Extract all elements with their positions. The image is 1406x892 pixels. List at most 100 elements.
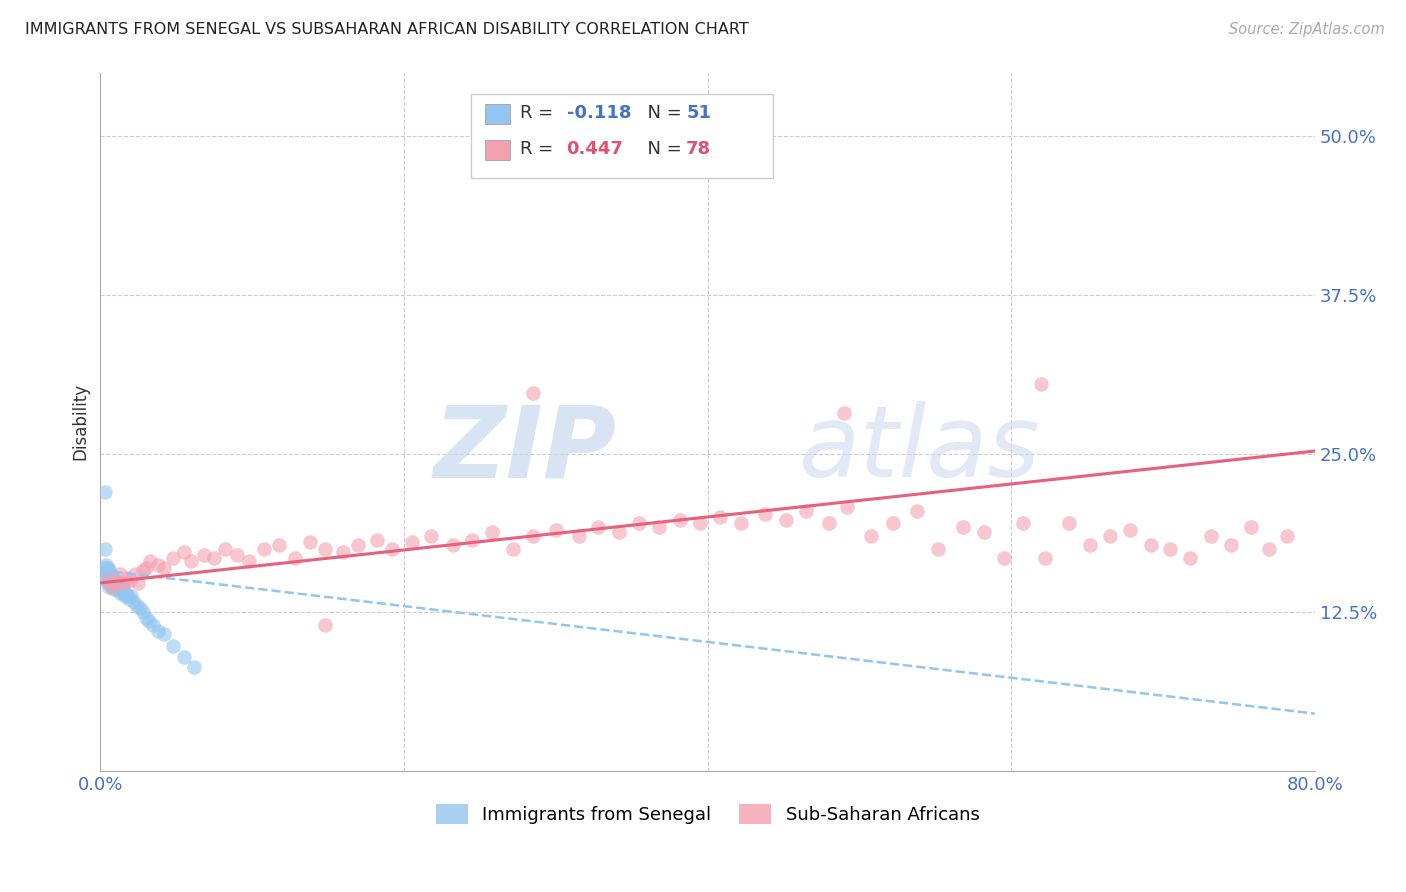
Point xyxy=(101,569,124,583)
Point xyxy=(1160,541,1182,556)
Point xyxy=(544,523,567,537)
Point xyxy=(775,512,797,526)
Point xyxy=(214,541,236,556)
Point xyxy=(173,649,195,664)
Y-axis label: Disability: Disability xyxy=(72,384,89,460)
Point xyxy=(522,385,544,400)
Point xyxy=(366,533,388,547)
Point xyxy=(794,503,817,517)
Point xyxy=(180,554,202,568)
Point xyxy=(103,576,125,591)
Point xyxy=(110,583,132,598)
Point xyxy=(1098,529,1121,543)
Point xyxy=(709,510,731,524)
Point xyxy=(98,580,121,594)
Point xyxy=(183,659,205,673)
Point xyxy=(332,545,354,559)
Point xyxy=(1012,516,1035,531)
Point xyxy=(609,525,631,540)
Point xyxy=(124,567,146,582)
Point xyxy=(112,586,135,600)
Point xyxy=(97,567,120,582)
Point xyxy=(142,617,165,632)
Point xyxy=(98,563,121,577)
Text: Source: ZipAtlas.com: Source: ZipAtlas.com xyxy=(1229,22,1385,37)
Point xyxy=(730,516,752,531)
Point xyxy=(669,512,692,526)
Point xyxy=(101,576,124,591)
Point xyxy=(104,580,127,594)
Point xyxy=(648,520,671,534)
Point xyxy=(1057,516,1080,531)
Point xyxy=(860,529,883,543)
Point xyxy=(100,576,122,591)
Point xyxy=(927,541,949,556)
Point xyxy=(1201,529,1223,543)
Point xyxy=(112,580,135,594)
Point xyxy=(238,554,260,568)
Point xyxy=(993,550,1015,565)
Point xyxy=(107,576,129,591)
Point xyxy=(153,626,176,640)
Point xyxy=(1277,529,1299,543)
Point xyxy=(93,567,115,582)
Point xyxy=(132,563,155,577)
Point xyxy=(905,503,928,517)
Point xyxy=(117,589,139,603)
Point xyxy=(882,516,904,531)
Point xyxy=(138,614,160,628)
Point xyxy=(108,582,131,597)
Point xyxy=(832,406,855,420)
Point xyxy=(127,576,149,591)
Point xyxy=(1139,538,1161,552)
Point xyxy=(1220,538,1243,552)
Point xyxy=(567,529,589,543)
Point xyxy=(401,535,423,549)
Point xyxy=(153,560,176,574)
Text: ZIP: ZIP xyxy=(433,401,616,499)
Text: 78: 78 xyxy=(686,140,711,158)
Point xyxy=(1180,550,1202,565)
Point xyxy=(96,574,118,588)
Text: IMMIGRANTS FROM SENEGAL VS SUBSAHARAN AFRICAN DISABILITY CORRELATION CHART: IMMIGRANTS FROM SENEGAL VS SUBSAHARAN AF… xyxy=(25,22,749,37)
Point xyxy=(100,574,122,588)
Point xyxy=(96,558,118,573)
Text: R =: R = xyxy=(520,104,560,122)
Point xyxy=(193,548,215,562)
Text: 0.447: 0.447 xyxy=(567,140,623,158)
Text: N =: N = xyxy=(636,104,688,122)
Text: atlas: atlas xyxy=(799,401,1040,499)
Point xyxy=(952,520,974,534)
Point xyxy=(381,541,404,556)
Point xyxy=(112,576,135,591)
Point xyxy=(586,520,609,534)
Point xyxy=(135,611,157,625)
Point xyxy=(202,550,225,565)
Point xyxy=(132,605,155,619)
Point xyxy=(117,571,139,585)
Point xyxy=(420,529,443,543)
Point xyxy=(122,595,145,609)
Point xyxy=(837,500,859,514)
Point xyxy=(120,589,142,603)
Point xyxy=(103,574,125,588)
Point xyxy=(298,535,321,549)
Point xyxy=(135,560,157,574)
Point xyxy=(347,538,370,552)
Point xyxy=(1078,538,1101,552)
Text: 51: 51 xyxy=(686,104,711,122)
Point xyxy=(1118,523,1140,537)
Point xyxy=(104,576,127,591)
Point xyxy=(628,516,651,531)
Point xyxy=(120,574,142,588)
Text: R =: R = xyxy=(520,140,560,158)
Point xyxy=(1258,541,1281,556)
Point xyxy=(105,576,128,591)
Point xyxy=(98,571,121,585)
Point xyxy=(104,576,127,591)
Point xyxy=(105,582,128,597)
Point xyxy=(269,538,291,552)
Point xyxy=(107,580,129,594)
Point xyxy=(115,586,138,600)
Point xyxy=(284,550,307,565)
